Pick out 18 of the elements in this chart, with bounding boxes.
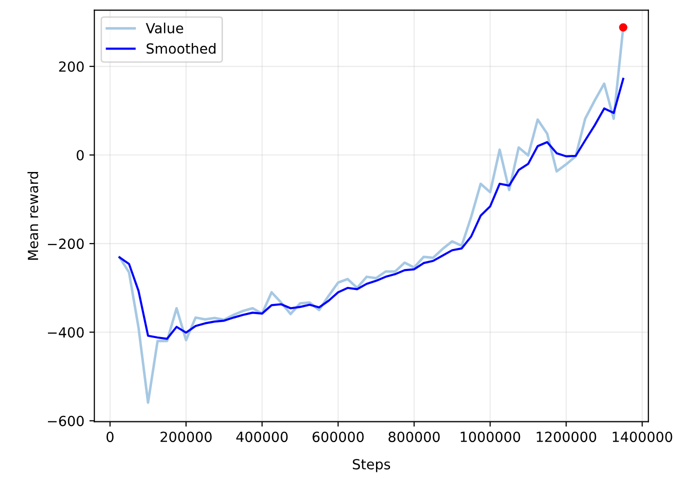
- x-tick-label: 800000: [388, 432, 440, 442]
- x-tick-label: 600000: [312, 432, 364, 442]
- x-tick-label: 1200000: [536, 432, 596, 442]
- y-tick-label: −200: [48, 238, 84, 250]
- x-tick-label: 200000: [160, 432, 212, 442]
- x-tick-label: 0: [106, 432, 114, 442]
- y-tick-label: −400: [48, 327, 84, 338]
- x-tick-label: 400000: [236, 432, 288, 442]
- legend-label: Smoothed: [146, 43, 216, 54]
- y-tick-label: −600: [48, 416, 84, 426]
- y-axis-title: Mean reward: [27, 172, 38, 260]
- y-tick-label: 200: [59, 61, 84, 72]
- legend-label: Value: [146, 22, 184, 34]
- x-tick-label: 1400000: [612, 432, 672, 442]
- x-axis-title: Steps: [352, 458, 390, 472]
- line-series: [118, 78, 624, 340]
- x-tick-label: 1000000: [460, 432, 520, 442]
- y-tick-label: 0: [76, 150, 84, 160]
